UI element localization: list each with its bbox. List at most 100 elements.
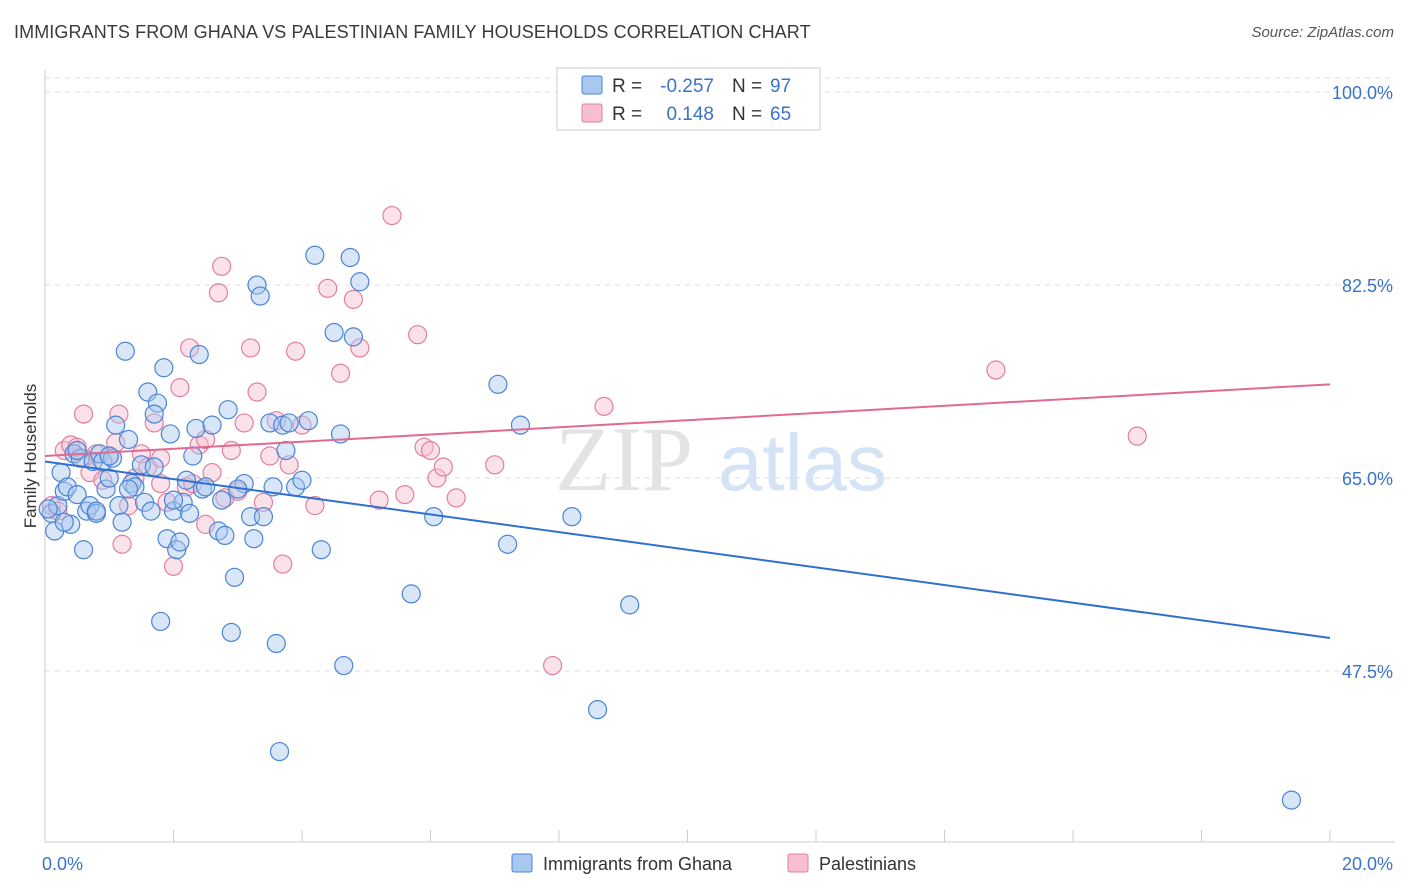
- data-point-ghana: [57, 477, 78, 497]
- data-point-ghana: [343, 327, 363, 347]
- data-point-palestinians: [369, 490, 389, 510]
- data-point-ghana: [144, 457, 164, 477]
- data-point-ghana: [151, 611, 171, 632]
- data-point-ghana: [1281, 790, 1302, 810]
- data-point-palestinians: [163, 556, 184, 576]
- legend-swatch-palestinians: [581, 103, 603, 123]
- data-point-ghana: [305, 245, 325, 265]
- data-point-palestinians: [433, 457, 453, 477]
- watermark-zip: ZIP: [555, 408, 693, 510]
- data-point-palestinians: [594, 396, 614, 416]
- data-point-palestinians: [305, 496, 325, 516]
- data-point-palestinians: [253, 492, 274, 512]
- data-point-palestinians: [112, 534, 132, 554]
- data-point-ghana: [488, 374, 508, 394]
- watermark-atlas: atlas: [718, 418, 887, 507]
- data-point-ghana: [167, 540, 187, 560]
- data-point-ghana: [340, 247, 360, 268]
- data-point-ghana: [109, 496, 129, 516]
- data-point-ghana: [112, 512, 132, 532]
- data-point-ghana: [276, 440, 296, 461]
- data-point-ghana: [163, 490, 184, 510]
- data-point-palestinians: [260, 446, 280, 466]
- data-point-palestinians: [151, 473, 171, 494]
- data-point-ghana: [73, 540, 94, 560]
- data-point-palestinians: [247, 382, 267, 402]
- legend-n-label-ghana: N =: [732, 76, 762, 97]
- data-point-palestinians: [196, 429, 216, 450]
- data-point-palestinians: [170, 378, 190, 398]
- chart-source: Source: ZipAtlas.com: [1251, 24, 1394, 41]
- data-point-palestinians: [1127, 426, 1147, 446]
- data-point-ghana: [141, 501, 161, 521]
- data-point-ghana: [215, 525, 235, 546]
- bottom-legend-label-ghana: Immigrants from Ghana: [543, 854, 733, 874]
- data-point-ghana: [510, 415, 531, 435]
- data-point-palestinians: [241, 338, 261, 358]
- data-point-palestinians: [427, 468, 447, 488]
- trend-lines: [44, 383, 1331, 639]
- data-point-ghana: [154, 358, 174, 378]
- data-point-ghana: [38, 499, 58, 519]
- data-point-ghana: [279, 413, 299, 433]
- data-point-ghana: [115, 341, 135, 361]
- data-point-palestinians: [273, 554, 293, 574]
- data-point-palestinians: [446, 488, 466, 508]
- data-point-ghana: [266, 633, 286, 654]
- data-point-palestinians: [234, 413, 254, 433]
- data-point-palestinians: [318, 278, 338, 298]
- bottom-legend-swatch-ghana: [511, 853, 533, 873]
- series-palestinians-points: [41, 205, 1147, 676]
- data-point-palestinians: [212, 256, 232, 276]
- data-point-palestinians: [330, 363, 351, 383]
- data-point-ghana: [138, 382, 158, 402]
- data-point-ghana: [96, 479, 116, 499]
- data-point-ghana: [186, 418, 206, 439]
- data-point-palestinians: [343, 289, 363, 309]
- legend-r-value-ghana: -0.257: [660, 76, 714, 97]
- data-point-ghana: [170, 532, 190, 552]
- data-point-ghana: [298, 411, 319, 431]
- data-point-ghana: [106, 415, 126, 435]
- data-point-ghana: [99, 468, 119, 488]
- data-point-ghana: [99, 446, 119, 466]
- data-point-palestinians: [382, 205, 402, 226]
- data-point-palestinians: [408, 325, 428, 345]
- watermark: ZIP atlas: [555, 408, 887, 510]
- series-ghana-points: [38, 245, 1302, 810]
- data-point-ghana: [218, 400, 238, 420]
- data-point-ghana: [244, 529, 264, 549]
- legend-n-value-ghana: 97: [770, 76, 791, 97]
- x-tick-labels: 0.0% 20.0%: [42, 854, 1393, 874]
- data-point-ghana: [324, 322, 344, 343]
- data-point-ghana: [350, 272, 370, 292]
- data-point-palestinians: [109, 404, 129, 424]
- data-point-ghana: [54, 512, 74, 532]
- legend-r-label-ghana: R =: [612, 76, 642, 97]
- data-point-palestinians: [420, 440, 441, 461]
- y-tick-label: 100.0%: [1332, 83, 1393, 103]
- data-point-ghana: [334, 655, 354, 676]
- data-point-palestinians: [395, 485, 415, 505]
- x-tick-label: 20.0%: [1342, 854, 1393, 874]
- stats-legend: R = -0.257 N = 97 R = 0.148 N = 65: [556, 67, 821, 131]
- data-point-ghana: [247, 275, 267, 295]
- data-point-palestinians: [485, 455, 505, 475]
- data-point-ghana: [253, 507, 274, 527]
- series-legend: Immigrants from Ghana Palestinians: [511, 853, 916, 874]
- data-point-ghana: [562, 507, 582, 527]
- legend-n-label-palestinians: N =: [732, 104, 762, 125]
- trend-line-palestinians: [44, 383, 1331, 457]
- data-point-palestinians: [986, 360, 1006, 380]
- data-point-ghana: [179, 503, 200, 523]
- data-point-ghana: [118, 429, 139, 450]
- legend-n-value-palestinians: 65: [770, 104, 791, 125]
- data-point-palestinians: [202, 462, 222, 483]
- data-point-palestinians: [221, 440, 241, 461]
- data-point-ghana: [147, 393, 168, 413]
- y-tick-label: 65.0%: [1342, 469, 1393, 489]
- data-point-ghana: [250, 286, 270, 306]
- data-point-palestinians: [208, 283, 229, 303]
- data-point-ghana: [498, 534, 518, 554]
